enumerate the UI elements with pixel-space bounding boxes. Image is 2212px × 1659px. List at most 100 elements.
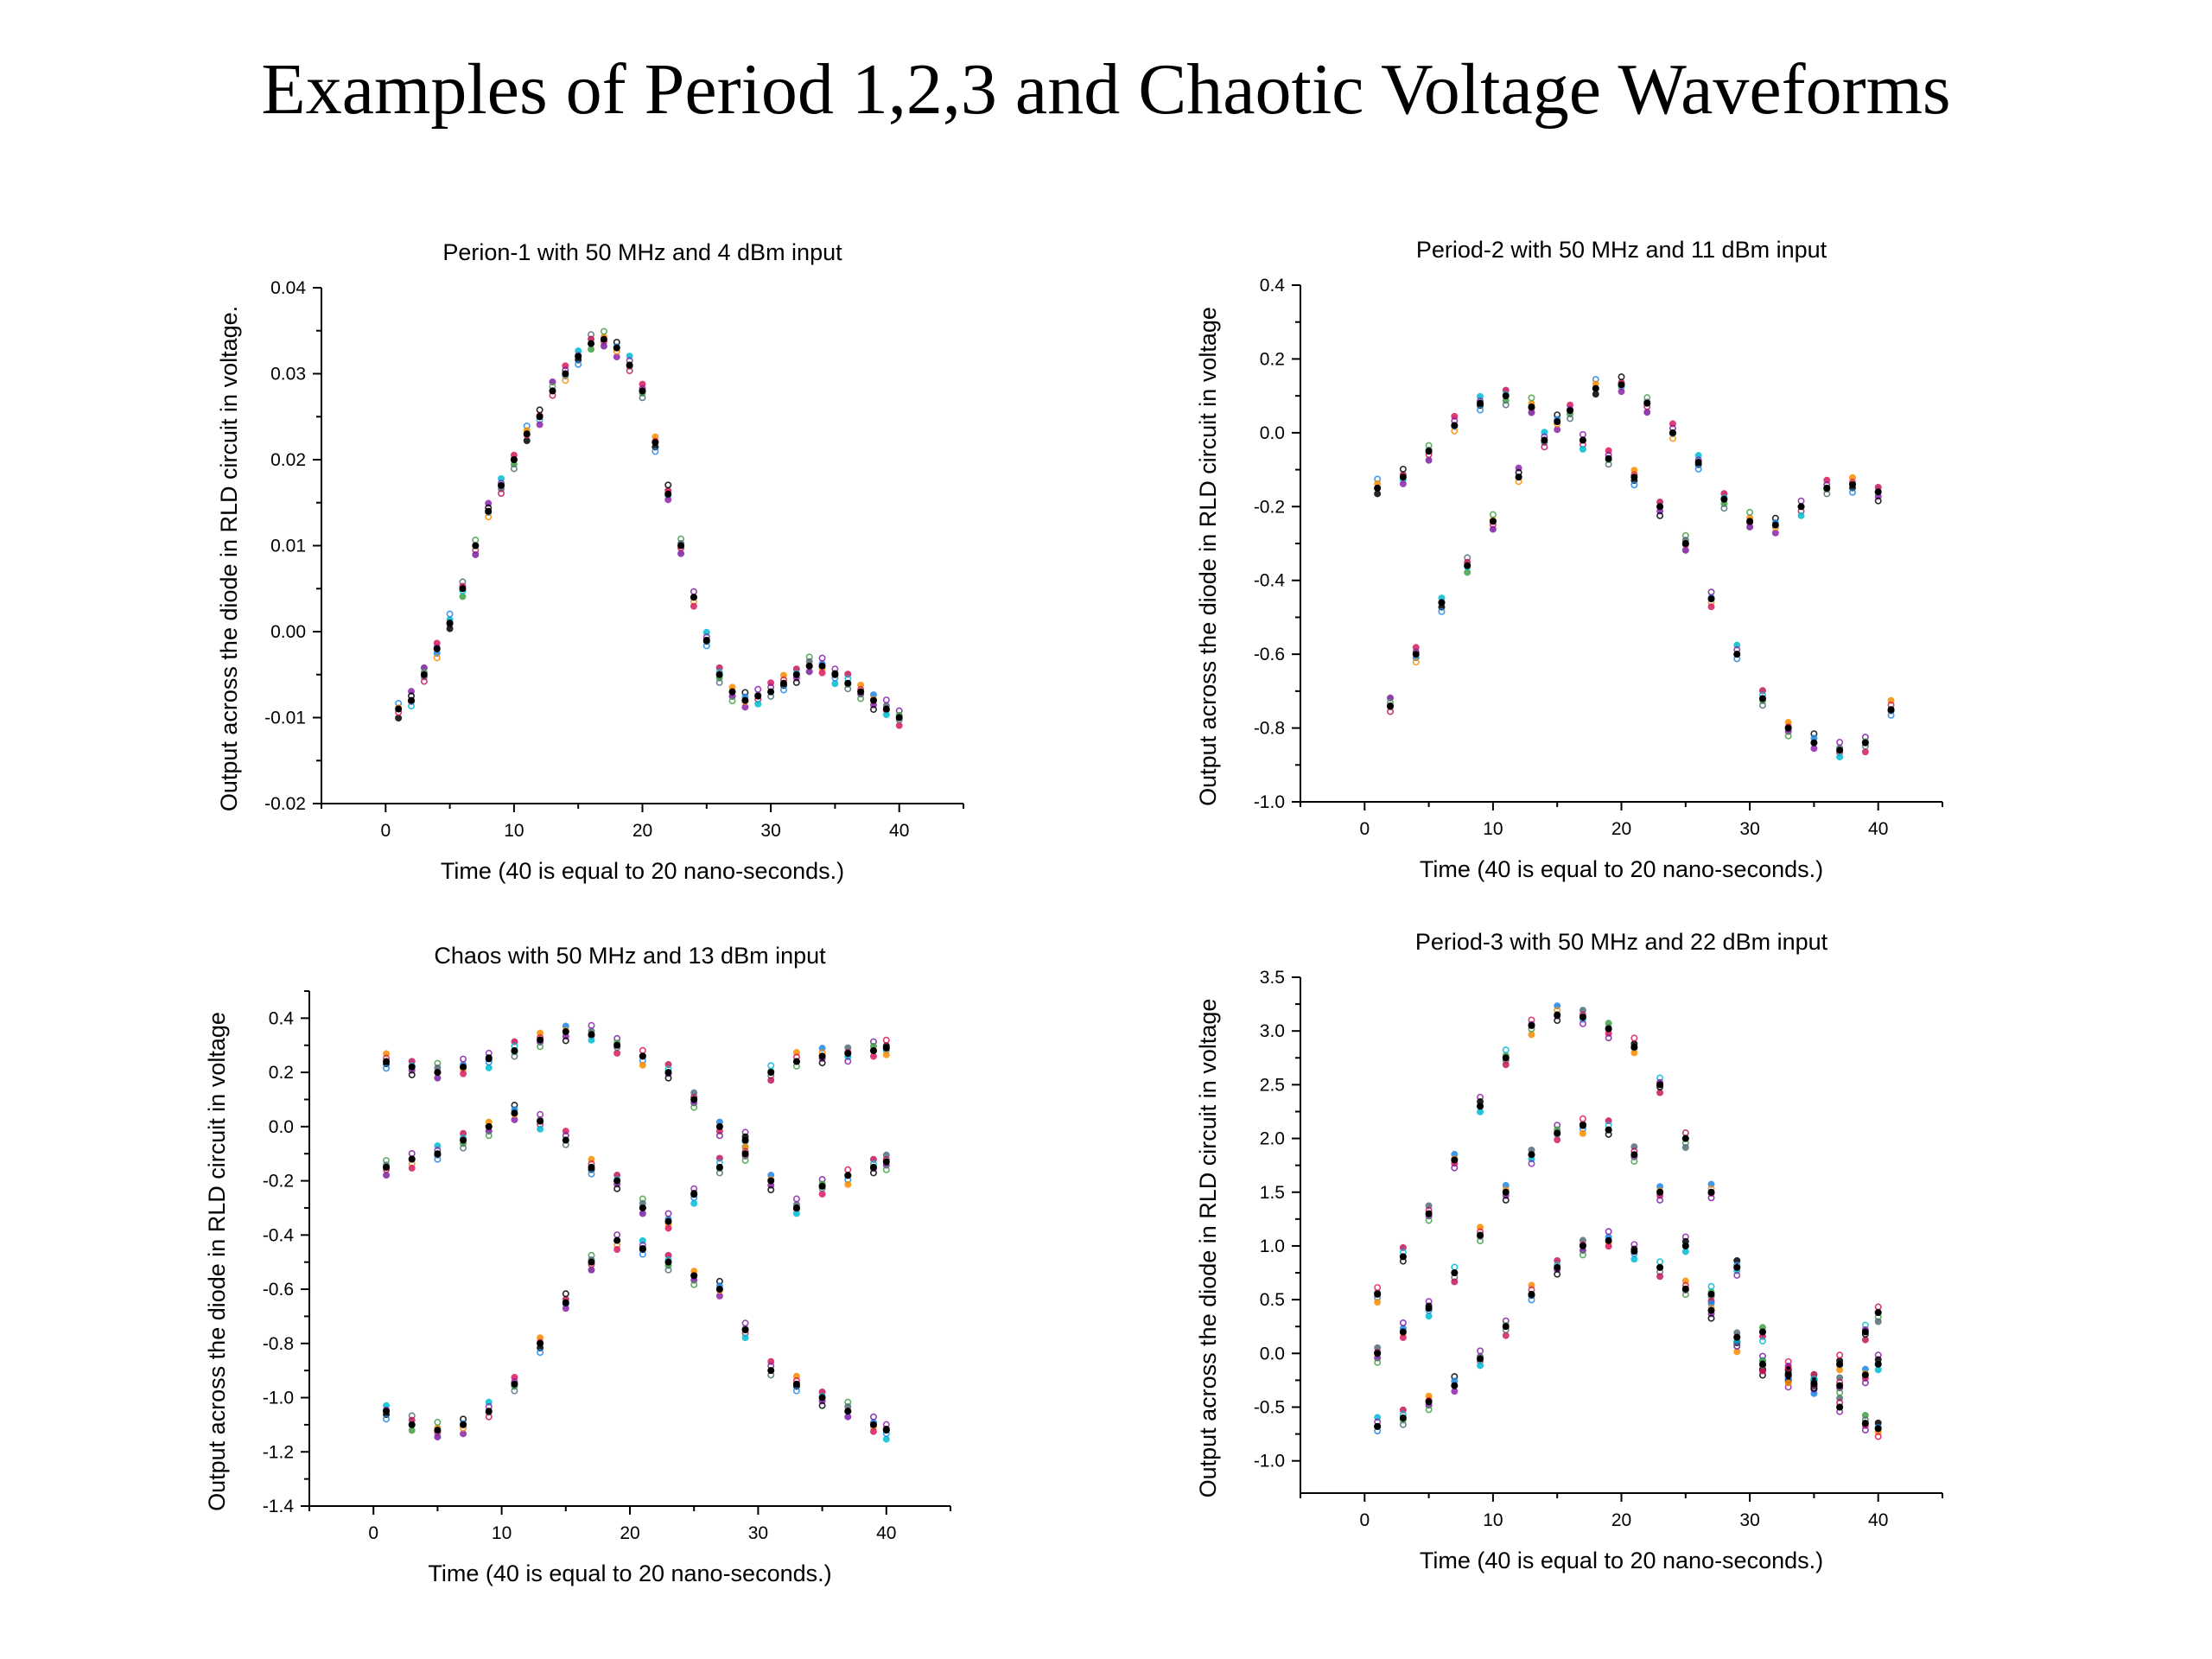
data-point-ghost xyxy=(1861,748,1869,756)
chart-title: Period-2 with 50 MHz and 11 dBm input xyxy=(1416,237,1827,263)
data-point-ghost xyxy=(408,1149,416,1157)
data-point-ghost xyxy=(1592,391,1599,398)
x-tick-label: 30 xyxy=(1739,819,1759,839)
data-point xyxy=(1425,1305,1433,1313)
data-point xyxy=(588,1031,595,1039)
data-point-ghost xyxy=(1874,1366,1882,1374)
data-point-ghost xyxy=(1399,1421,1407,1428)
data-point xyxy=(741,696,749,704)
data-point-ghost xyxy=(1502,1061,1510,1069)
data-point xyxy=(1451,1269,1459,1277)
data-point-ghost xyxy=(460,1430,467,1438)
data-point xyxy=(1656,1263,1664,1271)
data-point-ghost xyxy=(792,1387,800,1395)
data-point-ghost xyxy=(1707,603,1715,611)
data-point xyxy=(869,1047,877,1055)
data-point xyxy=(460,1063,467,1071)
data-point-ghost xyxy=(1746,523,1754,531)
data-point-ghost xyxy=(1733,1271,1741,1279)
data-point xyxy=(1848,480,1856,488)
data-point-ghost xyxy=(690,1199,698,1207)
data-point-ghost xyxy=(613,1185,621,1192)
data-point xyxy=(485,507,493,515)
data-point xyxy=(1656,1081,1664,1089)
data-point-ghost xyxy=(882,696,890,704)
data-point-ghost xyxy=(460,1055,467,1063)
data-point-ghost xyxy=(1720,505,1728,512)
data-point-ghost xyxy=(715,678,723,686)
data-point xyxy=(613,1177,621,1185)
data-point xyxy=(459,585,467,593)
data-point-ghost xyxy=(805,668,813,676)
data-point xyxy=(1579,436,1586,444)
data-point-ghost xyxy=(472,550,480,558)
data-point-ghost xyxy=(1861,1426,1869,1433)
data-point-ghost xyxy=(1451,1263,1459,1271)
data-point-ghost xyxy=(1836,1366,1844,1374)
data-point-ghost xyxy=(767,1077,775,1084)
data-point-ghost xyxy=(831,680,839,688)
data-point xyxy=(639,1204,646,1211)
data-point-ghost xyxy=(728,697,736,705)
data-point-ghost xyxy=(1451,1388,1459,1395)
data-point-ghost xyxy=(1784,1379,1792,1387)
data-point-ghost xyxy=(613,353,620,361)
data-point-ghost xyxy=(588,1021,595,1029)
x-tick-label: 10 xyxy=(1483,819,1503,839)
data-point xyxy=(1656,1188,1664,1196)
data-point xyxy=(1707,1306,1715,1314)
data-point xyxy=(792,1058,800,1065)
data-point-ghost xyxy=(1502,1332,1510,1339)
data-point xyxy=(626,361,633,369)
data-point xyxy=(792,1380,800,1388)
data-point-ghost xyxy=(1681,1248,1689,1255)
data-point-ghost xyxy=(472,536,480,543)
data-point-ghost xyxy=(1630,1255,1638,1263)
data-point xyxy=(1810,739,1818,747)
data-point xyxy=(741,1326,749,1334)
data-point-ghost xyxy=(1618,373,1625,381)
data-point-ghost xyxy=(882,711,890,719)
y-tick-label: -0.02 xyxy=(264,794,306,814)
data-point-ghost xyxy=(588,1036,595,1044)
data-point-ghost xyxy=(1694,465,1702,473)
y-tick-label: 0.0 xyxy=(1260,423,1285,443)
data-point xyxy=(1797,503,1805,511)
data-point-ghost xyxy=(844,1413,852,1421)
data-point xyxy=(1528,1151,1535,1159)
x-axis-label: Time (40 is equal to 20 nano-seconds.) xyxy=(1420,856,1823,882)
data-point-ghost xyxy=(537,1043,544,1051)
data-point-ghost xyxy=(690,602,697,610)
data-point xyxy=(1451,1382,1459,1389)
data-point xyxy=(1579,1242,1586,1249)
data-point-ghost xyxy=(1707,588,1715,596)
data-point-ghost xyxy=(792,678,800,686)
data-point xyxy=(818,1052,826,1060)
chart-4: 0 10 20 30 40 -1.0 -0.5 0.0 0.5 1.0 1.5 2.0 2.5 3.0 3.… xyxy=(1195,929,1943,1573)
data-point xyxy=(588,1258,595,1266)
data-point-ghost xyxy=(588,1266,595,1274)
data-point xyxy=(383,1408,391,1415)
x-tick-label: 0 xyxy=(1359,819,1370,839)
x-tick-label: 10 xyxy=(492,1523,512,1543)
data-point xyxy=(588,1163,595,1171)
data-point-ghost xyxy=(383,1415,391,1423)
data-point xyxy=(1874,1360,1882,1368)
data-point-ghost xyxy=(511,1387,518,1395)
data-point xyxy=(690,594,697,601)
page-title: Examples of Period 1,2,3 and Chaotic Vol… xyxy=(261,49,1951,130)
data-point-ghost xyxy=(1579,1129,1586,1137)
data-point-ghost xyxy=(1681,546,1689,554)
data-point-ghost xyxy=(1374,1299,1382,1306)
data-point xyxy=(1746,518,1754,525)
data-point-ghost xyxy=(869,1052,877,1060)
x-tick-label: 0 xyxy=(380,821,391,841)
data-point-ghost xyxy=(498,489,505,497)
data-point xyxy=(1451,422,1459,429)
data-point-ghost xyxy=(1412,658,1420,666)
data-point xyxy=(1669,429,1676,436)
y-tick-label: 0.0 xyxy=(1260,1344,1285,1363)
data-point xyxy=(1477,1231,1484,1239)
data-point xyxy=(1502,1054,1510,1062)
data-point xyxy=(1861,1420,1869,1427)
